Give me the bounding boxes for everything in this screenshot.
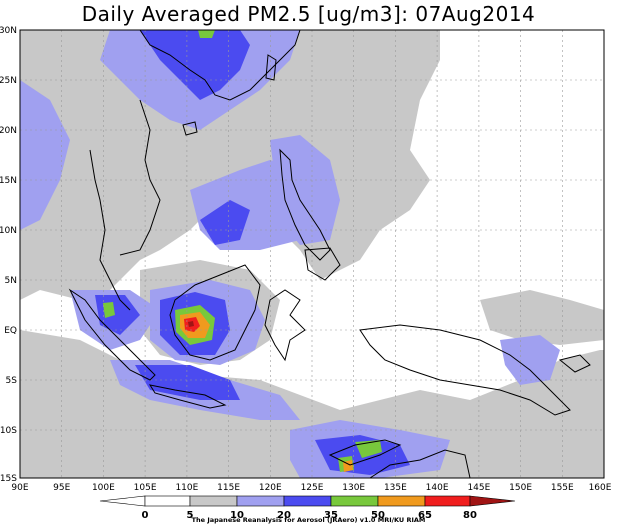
colorbar: 0 5 10 20 35 50 65 80	[99, 495, 516, 521]
x-tick-label: 95E	[53, 483, 70, 493]
colorbar-label: 80	[463, 510, 477, 521]
colorbar-label: 10	[230, 510, 244, 521]
green-region-sumatra	[103, 302, 115, 318]
coastline-timor	[328, 439, 402, 466]
colorbar-segment	[469, 495, 516, 507]
x-tick-label: 90E	[11, 483, 28, 493]
x-tick-label: 155E	[551, 483, 574, 493]
x-tick-label: 105E	[134, 483, 157, 493]
y-tick-label: 5S	[6, 376, 18, 386]
x-tick-label: 120E	[259, 483, 282, 493]
colorbar-segment	[236, 495, 285, 507]
colorbar-segment	[377, 495, 426, 507]
x-axis: 90E 95E 100E 105E 110E 115E 120E 125E 13…	[11, 483, 611, 493]
grey-region-south	[20, 330, 604, 478]
y-tick-label: 30N	[0, 26, 17, 36]
colorbar-segment	[144, 495, 191, 507]
blue-region-java	[135, 365, 240, 400]
x-tick-label: 140E	[426, 483, 449, 493]
x-tick-label: 100E	[92, 483, 115, 493]
colorbar-segment	[283, 495, 332, 507]
colorbar-label: 35	[324, 510, 338, 521]
y-tick-label: 15S	[0, 474, 17, 484]
y-tick-label: 25N	[0, 76, 17, 86]
x-tick-label: 135E	[384, 483, 407, 493]
blue-region-scs	[200, 200, 250, 245]
coastline-sulawesi	[264, 289, 306, 362]
coastline-australia	[369, 449, 471, 478]
coastline-china	[139, 30, 301, 101]
x-tick-label: 115E	[217, 483, 240, 493]
credit-line: The Japanese Reanalysis for Aerosol (JRA…	[191, 516, 426, 524]
colorbar-label: 5	[187, 510, 194, 521]
y-tick-label: 10N	[0, 226, 17, 236]
coastline-indochina-west	[89, 149, 131, 311]
colorbar-segment	[189, 495, 238, 507]
x-tick-label: 125E	[301, 483, 324, 493]
pm25-field	[20, 30, 604, 478]
colorbar-label: 0	[142, 510, 149, 521]
lightblue-region-philippines	[270, 135, 340, 245]
colorbar-label: 65	[418, 510, 432, 521]
x-tick-label: 160E	[589, 483, 612, 493]
coastline-mindanao	[304, 247, 341, 281]
coastline-hainan	[182, 121, 198, 136]
colorbar-segment	[330, 495, 379, 507]
green-region-timor	[355, 440, 382, 458]
y-tick-label: EQ	[4, 326, 17, 336]
green-region-china	[198, 30, 215, 38]
coastline-java	[148, 384, 227, 409]
y-tick-label: 5N	[5, 276, 17, 286]
coastline-borneo	[169, 264, 261, 361]
coastline-newguinea	[359, 324, 571, 416]
colorbar-label: 20	[277, 510, 291, 521]
x-tick-label: 150E	[509, 483, 532, 493]
y-tick-label: 15N	[0, 176, 17, 186]
coastline-taiwan	[265, 54, 277, 81]
y-tick-label: 10S	[0, 426, 17, 436]
colorbar-label: 50	[371, 510, 385, 521]
x-tick-label: 130E	[342, 483, 365, 493]
x-tick-label: 110E	[175, 483, 198, 493]
coastline-philippines	[279, 148, 331, 261]
y-tick-label: 20N	[0, 126, 17, 136]
coastline-newbritain	[558, 354, 591, 373]
coastline-sumatra	[68, 288, 156, 381]
colorbar-segment	[99, 495, 146, 507]
y-axis: 30N 25N 20N 15N 10N 5N EQ 5S 10S 15S	[0, 26, 17, 484]
x-tick-label: 145E	[467, 483, 490, 493]
blue-region-china	[140, 30, 250, 100]
lightblue-region-west	[20, 80, 70, 230]
coastline-vietnam	[119, 99, 161, 256]
coastlines	[68, 30, 591, 478]
colorbar-segment	[424, 495, 471, 507]
plot-frame	[19, 29, 605, 479]
grid-lines	[20, 30, 604, 478]
lightblue-region-png	[500, 335, 560, 385]
darkred-region-borneo	[188, 321, 194, 327]
grey-region-north	[20, 30, 440, 300]
grey-region-east	[480, 290, 604, 345]
map-title: Daily Averaged PM2.5 [ug/m3]: 07Aug2014	[81, 2, 536, 26]
